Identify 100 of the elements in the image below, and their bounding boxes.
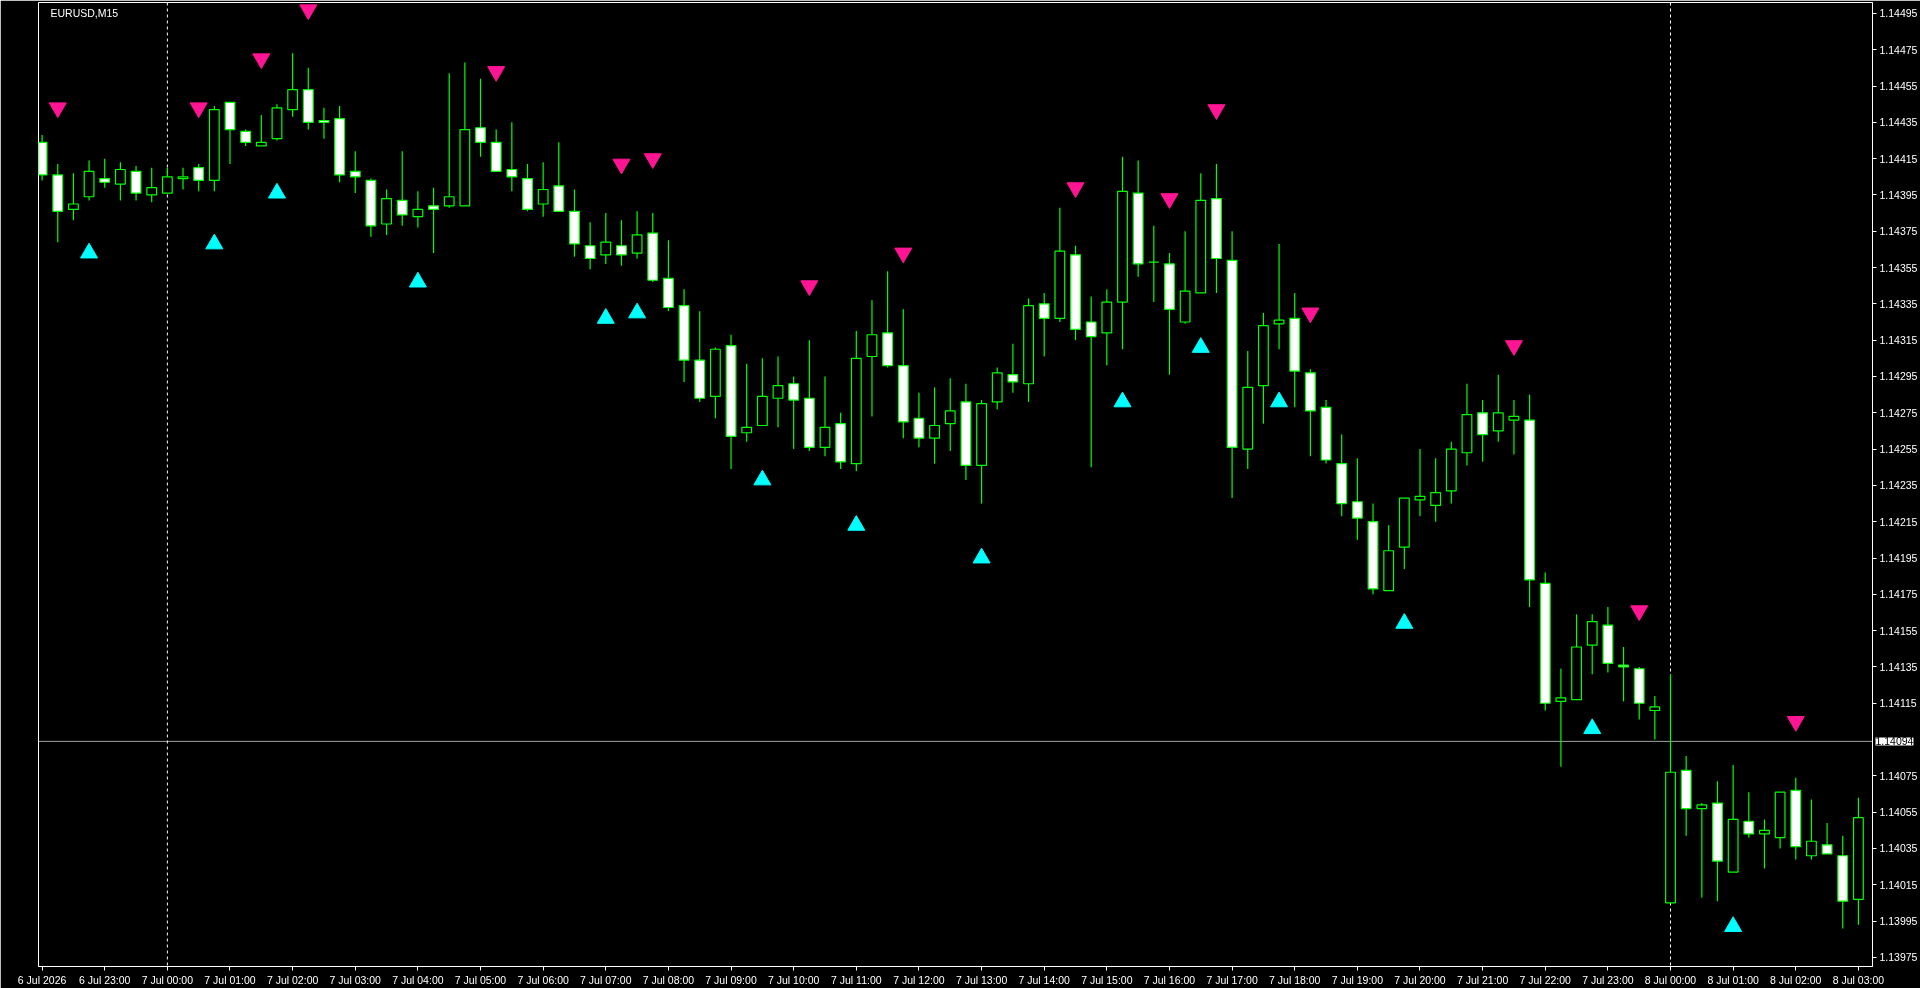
- y-tick-label: 1.14375: [1879, 225, 1918, 238]
- candlestick: [1508, 399, 1520, 456]
- x-tick-label: 7 Jul 12:00: [893, 973, 945, 986]
- point: [1583, 718, 1602, 735]
- candlestick: [819, 375, 831, 457]
- x-tick-label: 7 Jul 22:00: [1519, 973, 1572, 986]
- x-tick-label: 7 Jul 19:00: [1331, 973, 1384, 986]
- candlestick: [788, 375, 800, 450]
- x-tick-label: 7 Jul 11:00: [831, 973, 882, 986]
- chart-title: EURUSD,M15: [50, 6, 119, 19]
- candlestick: [944, 377, 956, 452]
- point: [1301, 307, 1320, 324]
- x-tick-label: 7 Jul 09:00: [705, 973, 757, 986]
- x-tick-label: 7 Jul 23:00: [1582, 973, 1634, 986]
- candlestick: [146, 167, 158, 203]
- point: [252, 53, 271, 70]
- point: [972, 547, 991, 564]
- y-tick-label: 1.14355: [1879, 261, 1918, 274]
- candlestick: [1618, 646, 1629, 703]
- candlestick: [1586, 613, 1598, 675]
- y-tick-label: 1.14435: [1879, 116, 1918, 129]
- point: [1504, 340, 1523, 356]
- candlestick: [287, 52, 299, 118]
- x-tick-label: 7 Jul 01:00: [204, 973, 256, 986]
- candlestick: [1492, 374, 1504, 443]
- y-tick-label: 1.14475: [1879, 43, 1918, 56]
- x-tick-label: 7 Jul 15:00: [1081, 973, 1133, 986]
- x-tick-label: 8 Jul 00:00: [1644, 973, 1697, 986]
- x-tick-label: 7 Jul 20:00: [1394, 973, 1446, 986]
- y-tick-label: 1.14155: [1879, 624, 1918, 637]
- candlestick: [600, 212, 612, 265]
- candlestick: [161, 167, 173, 194]
- point: [1395, 613, 1414, 629]
- y-tick-label: 1.14315: [1879, 334, 1918, 347]
- candlestick: [866, 299, 878, 418]
- candlestick: [506, 121, 518, 192]
- point: [847, 515, 866, 531]
- candlestick: [913, 392, 925, 448]
- point: [299, 4, 318, 21]
- candlestick: [537, 161, 549, 218]
- candlestick: [193, 163, 205, 192]
- y-tick-label: 1.14455: [1879, 80, 1918, 93]
- y-tick-label: 1.14395: [1879, 188, 1918, 201]
- candlestick: [741, 363, 753, 443]
- candlestick: [772, 355, 784, 428]
- point: [1724, 916, 1743, 932]
- y-tick-label: 1.14035: [1879, 842, 1918, 855]
- candlestick: [615, 219, 627, 267]
- y-tick-label: 1.14235: [1879, 479, 1918, 492]
- candlestick: [99, 158, 111, 189]
- x-tick-label: 7 Jul 21:00: [1456, 973, 1509, 986]
- candlestick: [412, 190, 424, 229]
- y-tick-label: 1.14495: [1879, 7, 1918, 20]
- candlestick: [130, 165, 142, 201]
- point: [189, 102, 208, 119]
- y-tick-label: 1.14195: [1879, 552, 1918, 565]
- x-tick-label: 7 Jul 00:00: [141, 973, 194, 986]
- x-tick-label: 8 Jul 02:00: [1770, 973, 1822, 986]
- candlestick: [584, 221, 596, 270]
- candlestick: [1759, 818, 1770, 870]
- y-tick-label: 1.13975: [1879, 951, 1918, 964]
- x-tick-label: 7 Jul 02:00: [266, 973, 319, 986]
- point: [800, 280, 819, 297]
- candlestick: [1477, 399, 1489, 463]
- candlestick: [1414, 448, 1426, 517]
- x-tick-label: 6 Jul 2026: [17, 973, 67, 986]
- point: [894, 247, 913, 264]
- candlestick: [255, 114, 267, 147]
- y-tick-label: 1.14115: [1879, 697, 1917, 710]
- x-tick-label: 7 Jul 10:00: [767, 973, 820, 986]
- candlestick: [396, 150, 408, 227]
- y-tick-label: 1.14295: [1879, 370, 1918, 383]
- candlestick: [1805, 798, 1817, 860]
- x-tick-label: 7 Jul 18:00: [1269, 973, 1321, 986]
- candlestick: [1351, 457, 1363, 541]
- y-tick-label: 1.13995: [1879, 915, 1918, 928]
- x-tick-label: 7 Jul 05:00: [454, 973, 507, 986]
- candlestick: [475, 78, 486, 158]
- candlestick: [1148, 225, 1160, 303]
- y-tick-label: 1.14215: [1879, 515, 1918, 528]
- point: [643, 153, 662, 169]
- y-tick-label: 1.14015: [1879, 878, 1918, 891]
- x-tick-label: 6 Jul 23:00: [79, 973, 131, 986]
- point: [1160, 193, 1179, 209]
- candlestick: [443, 72, 455, 209]
- x-tick-label: 8 Jul 01:00: [1707, 973, 1759, 986]
- ref-line-label: 1.14094: [1875, 735, 1914, 748]
- y-tick-label: 1.14335: [1879, 297, 1918, 310]
- x-tick-label: 7 Jul 13:00: [955, 973, 1008, 986]
- candlestick: [318, 107, 330, 140]
- candlestick: [1085, 296, 1097, 468]
- candlestick: [1743, 791, 1755, 839]
- candlestick: [428, 187, 439, 254]
- candlestick: [1821, 822, 1833, 855]
- candlestick: [177, 167, 189, 191]
- x-tick-label: 7 Jul 07:00: [580, 973, 632, 986]
- candlestick: [67, 172, 79, 221]
- candlestick: [114, 161, 126, 201]
- candlestick: [1696, 802, 1708, 899]
- point: [612, 158, 631, 175]
